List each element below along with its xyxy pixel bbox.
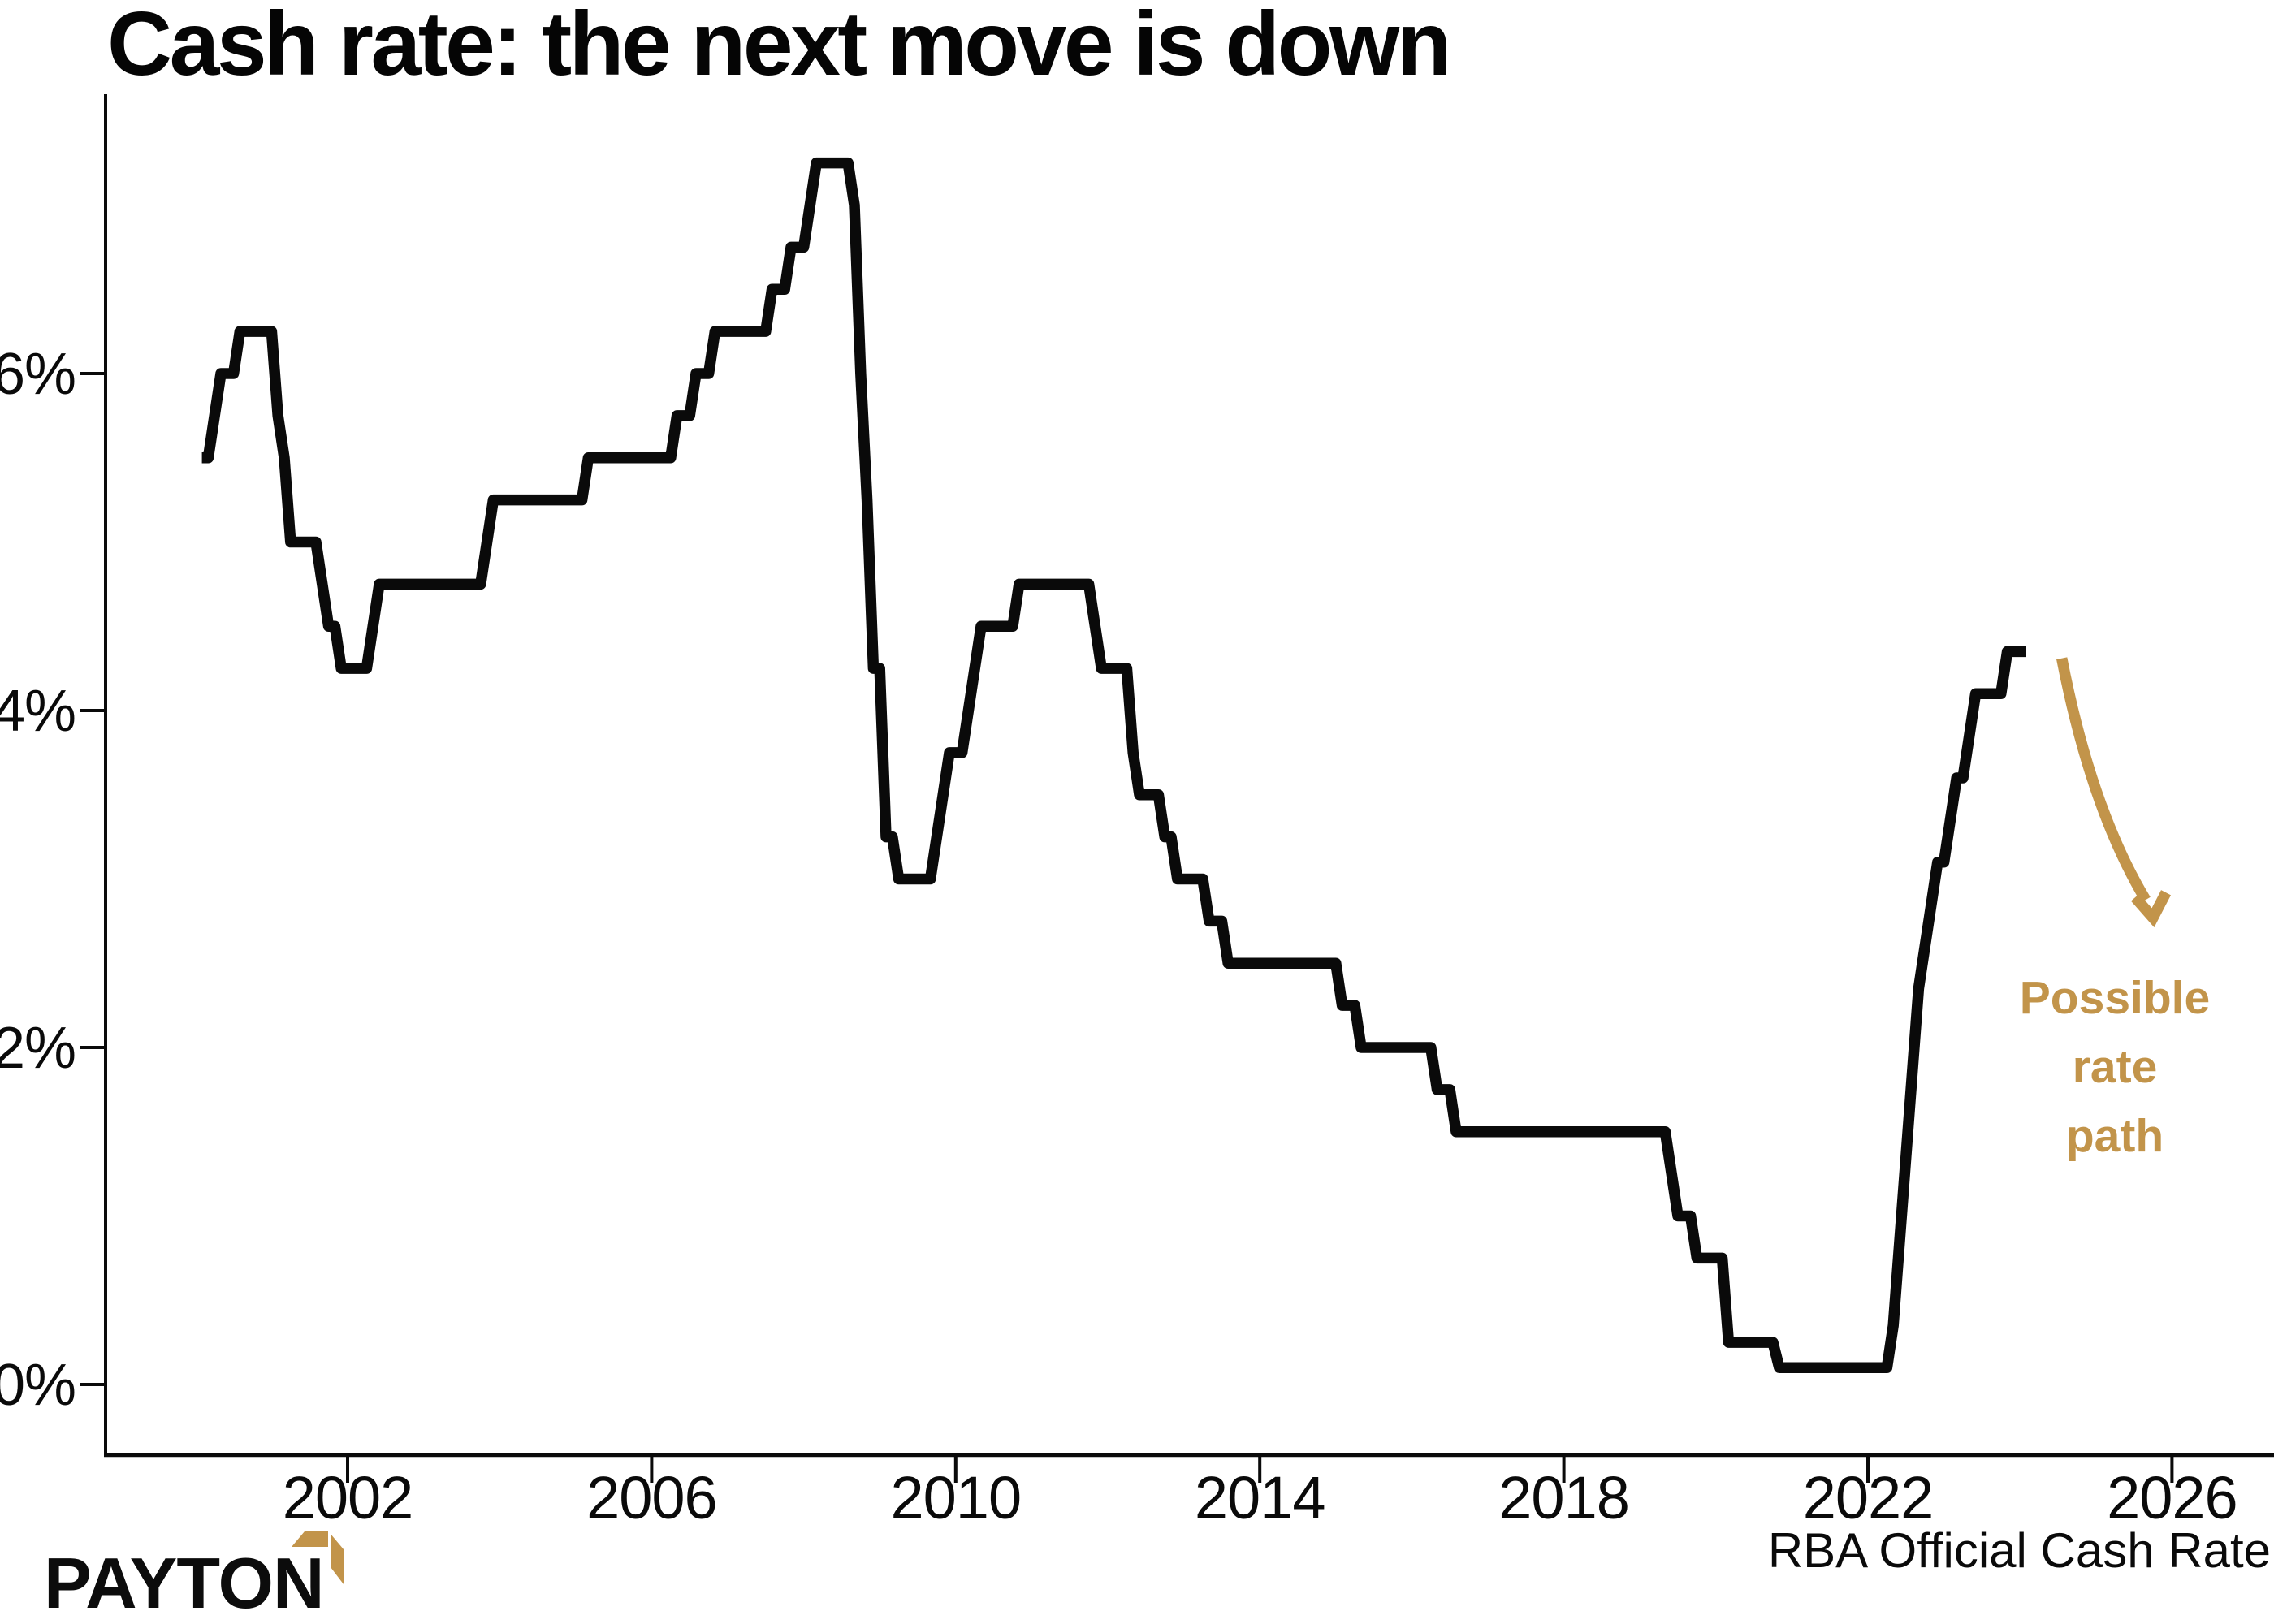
x-tick-label: 2014: [1195, 1464, 1325, 1531]
series-label: RBA Official Cash Rate: [1768, 1523, 2271, 1578]
y-tick-label: 6%: [0, 342, 76, 407]
payton-logo: PAYTON: [44, 1531, 344, 1623]
x-tick-label: 2022: [1803, 1464, 1934, 1531]
page-title: Cash rate: the next move is down: [107, 0, 1449, 94]
payton-logo-text: PAYTON: [44, 1543, 324, 1623]
payton-logo-flag-icon: [292, 1531, 344, 1584]
arrow-head-icon: [2130, 890, 2171, 928]
annotation-line-3: path: [2066, 1110, 2164, 1162]
y-axis: 0% 2% 4% 6%: [0, 342, 104, 1418]
x-tick-label: 2010: [890, 1464, 1021, 1531]
x-tick-label: 2002: [283, 1464, 413, 1531]
arrow-shaft: [2056, 657, 2151, 903]
y-tick-label: 2%: [0, 1016, 76, 1081]
x-axis: 2002 2006 2010 2014 2018 2022 2026: [283, 1457, 2238, 1531]
x-tick-label: 2026: [2107, 1464, 2237, 1531]
x-tick-label: 2006: [586, 1464, 717, 1531]
y-tick-label: 0%: [0, 1353, 76, 1418]
possible-rate-path-arrow-icon: [2056, 657, 2171, 928]
axes: [104, 94, 2274, 1458]
possible-rate-path-annotation: Possible rate path: [2020, 972, 2210, 1162]
cash-rate-line: [201, 157, 2026, 1374]
annotation-line-2: rate: [2073, 1041, 2158, 1093]
annotation-line-1: Possible: [2020, 972, 2210, 1024]
y-tick-label: 4%: [0, 679, 76, 744]
x-tick-label: 2018: [1498, 1464, 1629, 1531]
